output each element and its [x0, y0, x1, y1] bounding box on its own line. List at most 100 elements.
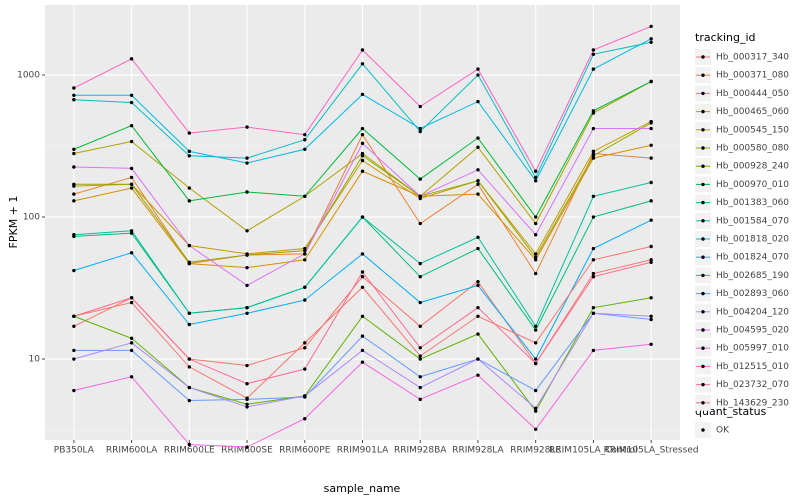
data-point — [533, 357, 538, 361]
data-point — [360, 274, 365, 279]
legend-label: Hb_000444_050 — [716, 89, 789, 99]
data-point — [245, 305, 249, 310]
data-point — [418, 397, 422, 402]
data-point — [476, 182, 480, 186]
data-point — [72, 192, 76, 196]
legend-point — [701, 73, 705, 77]
data-point — [303, 248, 307, 253]
data-point — [303, 394, 307, 398]
data-point — [591, 258, 596, 262]
data-point — [533, 179, 538, 183]
data-point — [649, 296, 653, 300]
data-point — [649, 180, 653, 185]
data-point — [72, 388, 76, 393]
data-point — [187, 398, 192, 403]
legend-label: Hb_005997_010 — [716, 344, 789, 354]
data-point — [476, 332, 480, 336]
data-point — [360, 48, 365, 52]
data-point — [129, 175, 134, 180]
data-point — [187, 149, 192, 154]
data-point — [649, 156, 653, 160]
legend-point — [701, 109, 705, 114]
data-point — [476, 99, 480, 104]
y-axis-title: FPKM + 1 — [7, 196, 20, 249]
legend-point — [701, 346, 705, 350]
legend-label: Hb_004595_020 — [716, 326, 789, 336]
data-point — [245, 405, 249, 409]
data-point — [533, 409, 538, 413]
y-tick-label: 100 — [23, 213, 40, 223]
data-point — [533, 328, 538, 332]
legend-point — [701, 237, 705, 241]
data-point — [245, 402, 249, 406]
data-point — [303, 138, 307, 142]
data-point — [476, 73, 480, 77]
data-point — [649, 143, 653, 147]
legend-point — [701, 200, 705, 205]
legend-point — [701, 428, 705, 432]
legend-point — [701, 401, 705, 405]
data-point — [418, 194, 422, 198]
data-point — [129, 182, 134, 186]
data-point — [187, 442, 192, 447]
x-tick-label: RRIM928LE — [510, 446, 561, 456]
data-point — [187, 186, 192, 190]
data-point — [591, 67, 596, 71]
data-point — [303, 341, 307, 345]
data-point — [418, 129, 422, 134]
data-point — [476, 192, 480, 196]
data-point — [476, 168, 480, 172]
data-point — [533, 271, 538, 276]
legend-point — [701, 382, 705, 387]
data-point — [591, 194, 596, 198]
data-point — [187, 243, 192, 248]
data-point — [187, 365, 192, 369]
data-point — [360, 169, 365, 173]
data-point — [418, 324, 422, 328]
legend-label: Hb_000928_240 — [716, 162, 789, 172]
data-point — [72, 324, 76, 328]
data-point — [129, 123, 134, 128]
data-point — [303, 258, 307, 262]
x-tick-label: RRIM600LE — [164, 446, 215, 456]
data-point — [533, 388, 538, 393]
data-point — [360, 252, 365, 256]
legend-point — [701, 310, 705, 314]
legend-point — [701, 255, 705, 259]
x-tick-label: PB350LA — [54, 446, 95, 456]
data-point — [649, 218, 653, 222]
x-tick-label: RRIM600SE — [221, 446, 273, 456]
legend-label: Hb_001383_060 — [716, 198, 789, 208]
legend-label: Hb_143629_230 — [716, 398, 789, 408]
data-point — [476, 67, 480, 71]
legend-label: Hb_004204_120 — [716, 307, 789, 317]
data-point — [129, 93, 134, 97]
data-point — [476, 373, 480, 377]
data-point — [649, 24, 653, 29]
legend-label: Hb_000371_080 — [716, 71, 789, 81]
data-point — [360, 141, 365, 146]
data-point — [360, 158, 365, 163]
data-point — [129, 375, 134, 379]
data-point — [72, 151, 76, 156]
x-tick-label: RRIM901LA — [337, 446, 389, 456]
data-point — [476, 136, 480, 140]
data-point — [303, 285, 307, 289]
x-axis-title: sample_name — [324, 482, 401, 495]
data-point — [591, 109, 596, 113]
data-point — [129, 139, 134, 144]
data-point — [476, 235, 480, 239]
data-point — [649, 37, 653, 41]
data-point — [360, 270, 365, 274]
data-point — [245, 363, 249, 368]
data-point — [187, 311, 192, 315]
data-point — [476, 246, 480, 251]
data-point — [187, 322, 192, 327]
y-tick-label: 1000 — [17, 71, 40, 81]
data-point — [360, 215, 365, 219]
legend-point — [701, 273, 705, 278]
data-point — [72, 165, 76, 169]
data-point — [476, 357, 480, 361]
data-point — [649, 342, 653, 346]
data-point — [72, 93, 76, 97]
